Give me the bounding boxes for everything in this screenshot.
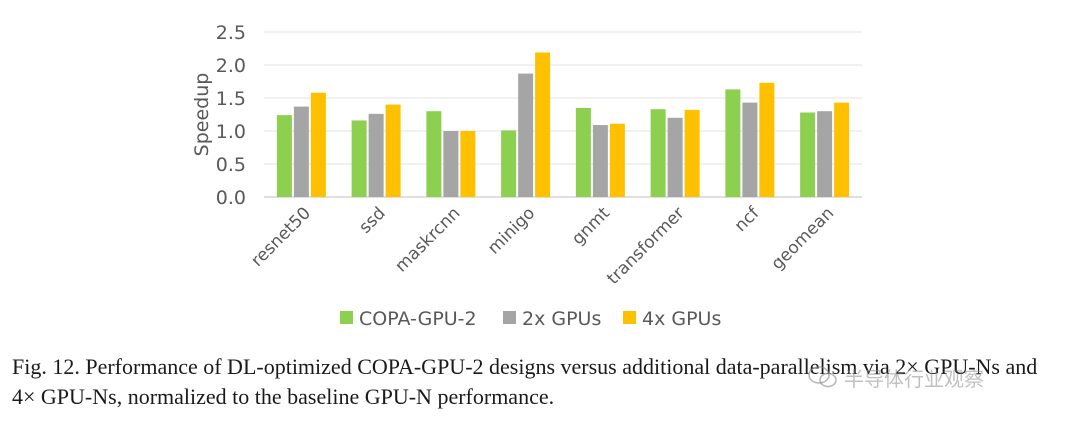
bar-resnet50-1 (293, 106, 309, 197)
y-tick-label: 0.5 (216, 154, 246, 176)
y-tick-label: 2.0 (216, 55, 246, 77)
bar-geomean-2 (834, 102, 850, 197)
bar-ncf-2 (759, 82, 775, 197)
bar-ssd-1 (368, 113, 384, 197)
bar-transformer-2 (684, 109, 700, 197)
bar-ncf-0 (725, 89, 741, 197)
legend-label-2: 4x GPUs (642, 308, 721, 330)
bar-maskrcnn-0 (426, 111, 442, 197)
bar-minigo-0 (501, 130, 517, 197)
bar-minigo-1 (518, 73, 534, 197)
bar-ncf-1 (742, 102, 758, 197)
category-label-ssd: ssd (355, 203, 389, 237)
y-axis-ticks: 0.0 0.5 1.0 1.5 2.0 2.5 (216, 22, 246, 209)
bars (276, 52, 850, 198)
legend-swatch-2 (623, 311, 636, 324)
category-label-resnet50: resnet50 (247, 203, 315, 271)
category-label-maskrcnn: maskrcnn (391, 203, 464, 276)
legend: COPA-GPU-2 2x GPUs 4x GPUs (340, 308, 721, 330)
legend-swatch-0 (340, 311, 353, 324)
legend-label-0: COPA-GPU-2 (359, 308, 477, 330)
legend-label-1: 2x GPUs (522, 308, 601, 330)
bar-geomean-0 (800, 112, 816, 197)
y-tick-label: 0.0 (216, 187, 246, 209)
bar-geomean-1 (817, 111, 833, 197)
category-labels: resnet50 ssd maskrcnn minigo gnmttransformer… (247, 203, 838, 289)
y-tick-label: 1.5 (216, 88, 246, 110)
category-label-ncf: ncf (731, 203, 764, 236)
bar-resnet50-2 (310, 92, 326, 197)
bar-transformer-1 (667, 117, 683, 197)
y-axis-title: Speedup (191, 73, 213, 157)
bar-resnet50-0 (276, 115, 292, 197)
category-label-minigo: minigo (484, 203, 539, 258)
category-label-gnmt: gnmt (568, 203, 614, 249)
bar-gnmt-0 (575, 107, 591, 197)
legend-swatch-1 (503, 311, 516, 324)
bar-gnmt-2 (609, 123, 625, 197)
bar-ssd-2 (385, 104, 401, 197)
y-tick-label: 1.0 (216, 121, 246, 143)
bar-chart: 0.0 0.5 1.0 1.5 2.0 2.5 Speedup resnet50 ssd ma… (191, 22, 862, 330)
bar-ssd-0 (351, 120, 367, 197)
bar-maskrcnn-1 (443, 131, 459, 197)
bar-maskrcnn-2 (460, 131, 476, 197)
category-label-geomean: geomean (768, 203, 839, 274)
category-label-transformer: transformer (603, 203, 688, 288)
figure-caption: Fig. 12. Performance of DL-optimized COP… (12, 354, 1038, 409)
bar-gnmt-1 (592, 125, 608, 197)
bar-minigo-2 (535, 52, 551, 198)
bar-transformer-0 (650, 109, 666, 197)
y-tick-label: 2.5 (216, 22, 246, 44)
